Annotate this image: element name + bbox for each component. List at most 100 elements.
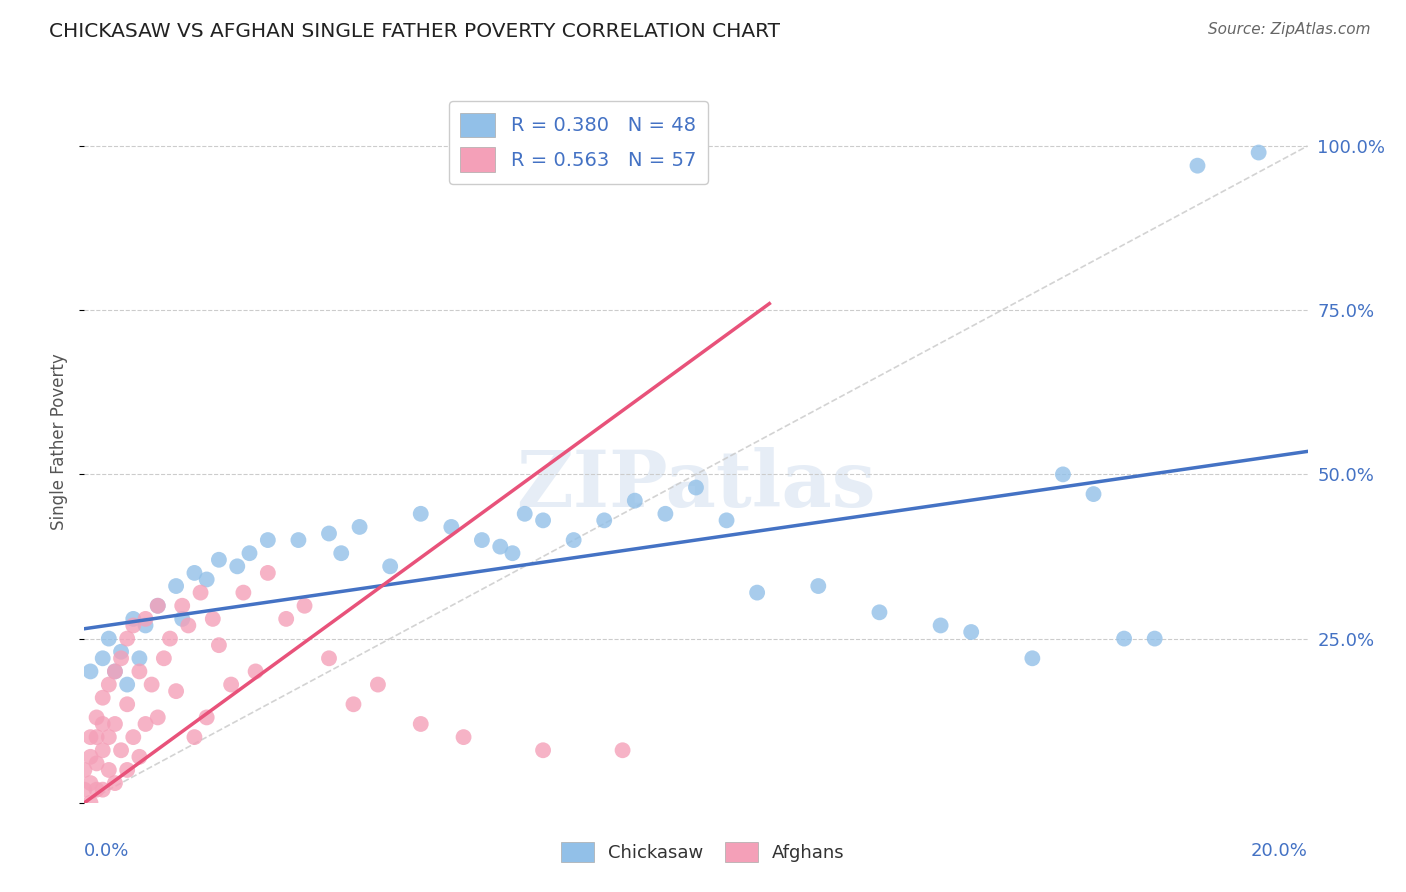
Point bbox=[349, 520, 371, 534]
Text: ZIPatlas: ZIPatlas bbox=[516, 447, 876, 523]
Text: 20.0%: 20.0% bbox=[1251, 842, 1308, 860]
Text: CHICKASAW VS AFGHAN SINGLE FATHER POVERTY CORRELATION CHART: CHICKASAW VS AFGHAN SINGLE FATHER POVERT… bbox=[49, 22, 780, 41]
Point bbox=[165, 579, 187, 593]
Point bbox=[135, 612, 157, 626]
Point bbox=[869, 605, 891, 619]
Point bbox=[135, 717, 157, 731]
Point bbox=[294, 599, 316, 613]
Point bbox=[513, 507, 536, 521]
Point bbox=[245, 665, 267, 679]
Point bbox=[104, 717, 127, 731]
Point bbox=[135, 618, 157, 632]
Point bbox=[531, 513, 554, 527]
Point bbox=[257, 533, 280, 547]
Point bbox=[654, 507, 676, 521]
Point bbox=[73, 763, 96, 777]
Point bbox=[195, 573, 218, 587]
Point bbox=[128, 749, 150, 764]
Point bbox=[232, 585, 254, 599]
Point bbox=[141, 677, 163, 691]
Point bbox=[115, 698, 138, 712]
Point bbox=[471, 533, 494, 547]
Point bbox=[747, 585, 769, 599]
Point bbox=[208, 553, 231, 567]
Point bbox=[1143, 632, 1166, 646]
Point bbox=[367, 677, 389, 691]
Point bbox=[1052, 467, 1074, 482]
Point bbox=[91, 651, 114, 665]
Point bbox=[183, 566, 205, 580]
Point bbox=[97, 763, 120, 777]
Point bbox=[1021, 651, 1043, 665]
Point bbox=[91, 743, 114, 757]
Point bbox=[128, 651, 150, 665]
Point bbox=[562, 533, 585, 547]
Point bbox=[318, 526, 340, 541]
Point bbox=[91, 690, 114, 705]
Point bbox=[257, 566, 280, 580]
Point bbox=[79, 776, 101, 790]
Point bbox=[73, 782, 96, 797]
Point bbox=[110, 651, 132, 665]
Point bbox=[190, 585, 212, 599]
Point bbox=[104, 776, 127, 790]
Point bbox=[960, 625, 983, 640]
Point bbox=[201, 612, 224, 626]
Point bbox=[172, 612, 194, 626]
Point bbox=[342, 698, 364, 712]
Point bbox=[807, 579, 830, 593]
Point bbox=[276, 612, 298, 626]
Legend: R = 0.380   N = 48, R = 0.563   N = 57: R = 0.380 N = 48, R = 0.563 N = 57 bbox=[449, 101, 709, 184]
Point bbox=[208, 638, 231, 652]
Point bbox=[380, 559, 402, 574]
Point bbox=[172, 599, 194, 613]
Point bbox=[79, 796, 101, 810]
Point bbox=[409, 717, 432, 731]
Point bbox=[238, 546, 260, 560]
Point bbox=[79, 749, 101, 764]
Point bbox=[115, 763, 138, 777]
Legend: Chickasaw, Afghans: Chickasaw, Afghans bbox=[554, 834, 852, 870]
Point bbox=[531, 743, 554, 757]
Point bbox=[91, 782, 114, 797]
Point bbox=[97, 730, 120, 744]
Point bbox=[97, 632, 120, 646]
Point bbox=[153, 651, 176, 665]
Point bbox=[86, 710, 108, 724]
Point bbox=[97, 677, 120, 691]
Point bbox=[146, 710, 169, 724]
Point bbox=[159, 632, 181, 646]
Point bbox=[612, 743, 634, 757]
Point bbox=[183, 730, 205, 744]
Point bbox=[226, 559, 249, 574]
Point bbox=[195, 710, 218, 724]
Point bbox=[146, 599, 169, 613]
Point bbox=[929, 618, 952, 632]
Point bbox=[110, 645, 132, 659]
Point bbox=[1187, 159, 1209, 173]
Point bbox=[79, 665, 101, 679]
Point bbox=[115, 632, 138, 646]
Point bbox=[104, 665, 127, 679]
Point bbox=[86, 730, 108, 744]
Point bbox=[1083, 487, 1105, 501]
Point bbox=[440, 520, 463, 534]
Text: Source: ZipAtlas.com: Source: ZipAtlas.com bbox=[1208, 22, 1371, 37]
Point bbox=[287, 533, 309, 547]
Point bbox=[104, 665, 127, 679]
Point bbox=[122, 730, 145, 744]
Point bbox=[79, 730, 101, 744]
Point bbox=[86, 756, 108, 771]
Point bbox=[128, 665, 150, 679]
Point bbox=[177, 618, 200, 632]
Point bbox=[716, 513, 738, 527]
Point bbox=[122, 618, 145, 632]
Point bbox=[330, 546, 353, 560]
Text: 0.0%: 0.0% bbox=[84, 842, 129, 860]
Point bbox=[1114, 632, 1136, 646]
Y-axis label: Single Father Poverty: Single Father Poverty bbox=[51, 353, 69, 530]
Point bbox=[219, 677, 242, 691]
Point bbox=[318, 651, 340, 665]
Point bbox=[1247, 145, 1270, 160]
Point bbox=[409, 507, 432, 521]
